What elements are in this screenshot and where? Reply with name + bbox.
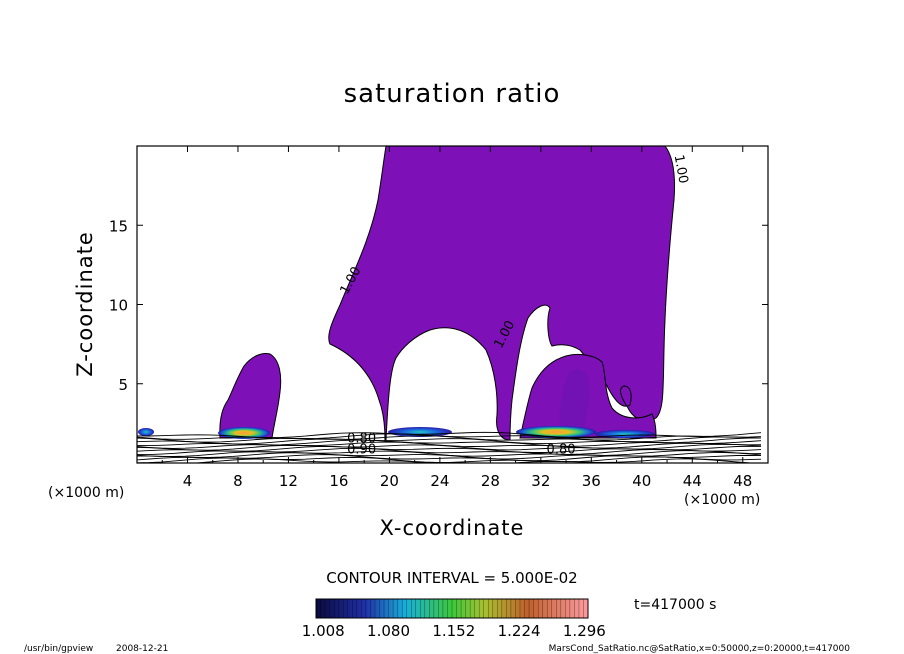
x-tick-label: 8 [233, 472, 243, 490]
contour-label: 0.80 [547, 442, 576, 457]
x-tick-label: 32 [531, 472, 550, 490]
contour-line [137, 441, 762, 449]
darker-core [559, 369, 590, 430]
contour-line [137, 454, 762, 462]
colorbar-ticks: 1.008 1.080 1.152 1.224 1.296 [302, 622, 606, 640]
contour-line [137, 433, 762, 441]
footer-program: /usr/bin/gpview [24, 644, 93, 654]
x-tick-label: 36 [582, 472, 601, 490]
colorbar-tick-label: 1.152 [432, 622, 475, 640]
y-tick-label: 10 [109, 297, 128, 315]
footer-date: 2008-12-21 [116, 644, 168, 654]
colorbar-tick-label: 1.296 [563, 622, 606, 640]
hotspot-west-edge [138, 428, 154, 436]
contour-interval-label: CONTOUR INTERVAL = 5.000E-02 [326, 569, 577, 587]
x-tick-label: 12 [279, 472, 298, 490]
y-tick-label: 5 [118, 376, 128, 394]
x-tick-label: 28 [481, 472, 500, 490]
x-unit-left: (×1000 m) [48, 485, 124, 501]
footer-source: MarsCond_SatRatio.nc@SatRatio,x=0:50000,… [549, 644, 851, 654]
plot-area [137, 146, 762, 463]
x-tick-label: 4 [183, 472, 193, 490]
time-label: t=417000 s [634, 597, 716, 613]
region-main-anvil [328, 146, 675, 441]
x-tick-label: 16 [329, 472, 348, 490]
contour-line [137, 437, 762, 445]
contour-label: 0.90 [347, 442, 376, 457]
x-tick-label: 24 [430, 472, 449, 490]
contour-line [137, 431, 762, 439]
x-tick-label: 48 [733, 472, 752, 490]
contour-label: 0.80 [347, 431, 376, 446]
x-axis-ticks: 4 8 12 16 20 24 28 32 36 40 44 48 [161, 146, 752, 490]
contour-label: 1.00 [671, 154, 691, 185]
x-tick-label: 44 [683, 472, 702, 490]
colorbar-tick-label: 1.008 [302, 622, 345, 640]
x-unit-right: (×1000 m) [684, 492, 760, 508]
x-tick-label: 20 [380, 472, 399, 490]
contour-line [137, 450, 762, 457]
region-small-cell [219, 353, 282, 439]
chart-title: saturation ratio [344, 79, 561, 109]
colorbar-tick-label: 1.224 [498, 622, 541, 640]
colorbar-stripes [320, 599, 584, 618]
colorbar-tick-label: 1.080 [367, 622, 410, 640]
y-axis-ticks: 5 10 15 [109, 217, 768, 394]
supersaturated-regions [219, 146, 675, 441]
y-tick-label: 15 [109, 217, 128, 235]
y-axis-label: Z-coordinate [73, 231, 97, 377]
x-tick-label: 40 [632, 472, 651, 490]
contour-line [137, 445, 762, 453]
x-axis-label: X-coordinate [380, 516, 525, 540]
contour-line [137, 458, 762, 463]
